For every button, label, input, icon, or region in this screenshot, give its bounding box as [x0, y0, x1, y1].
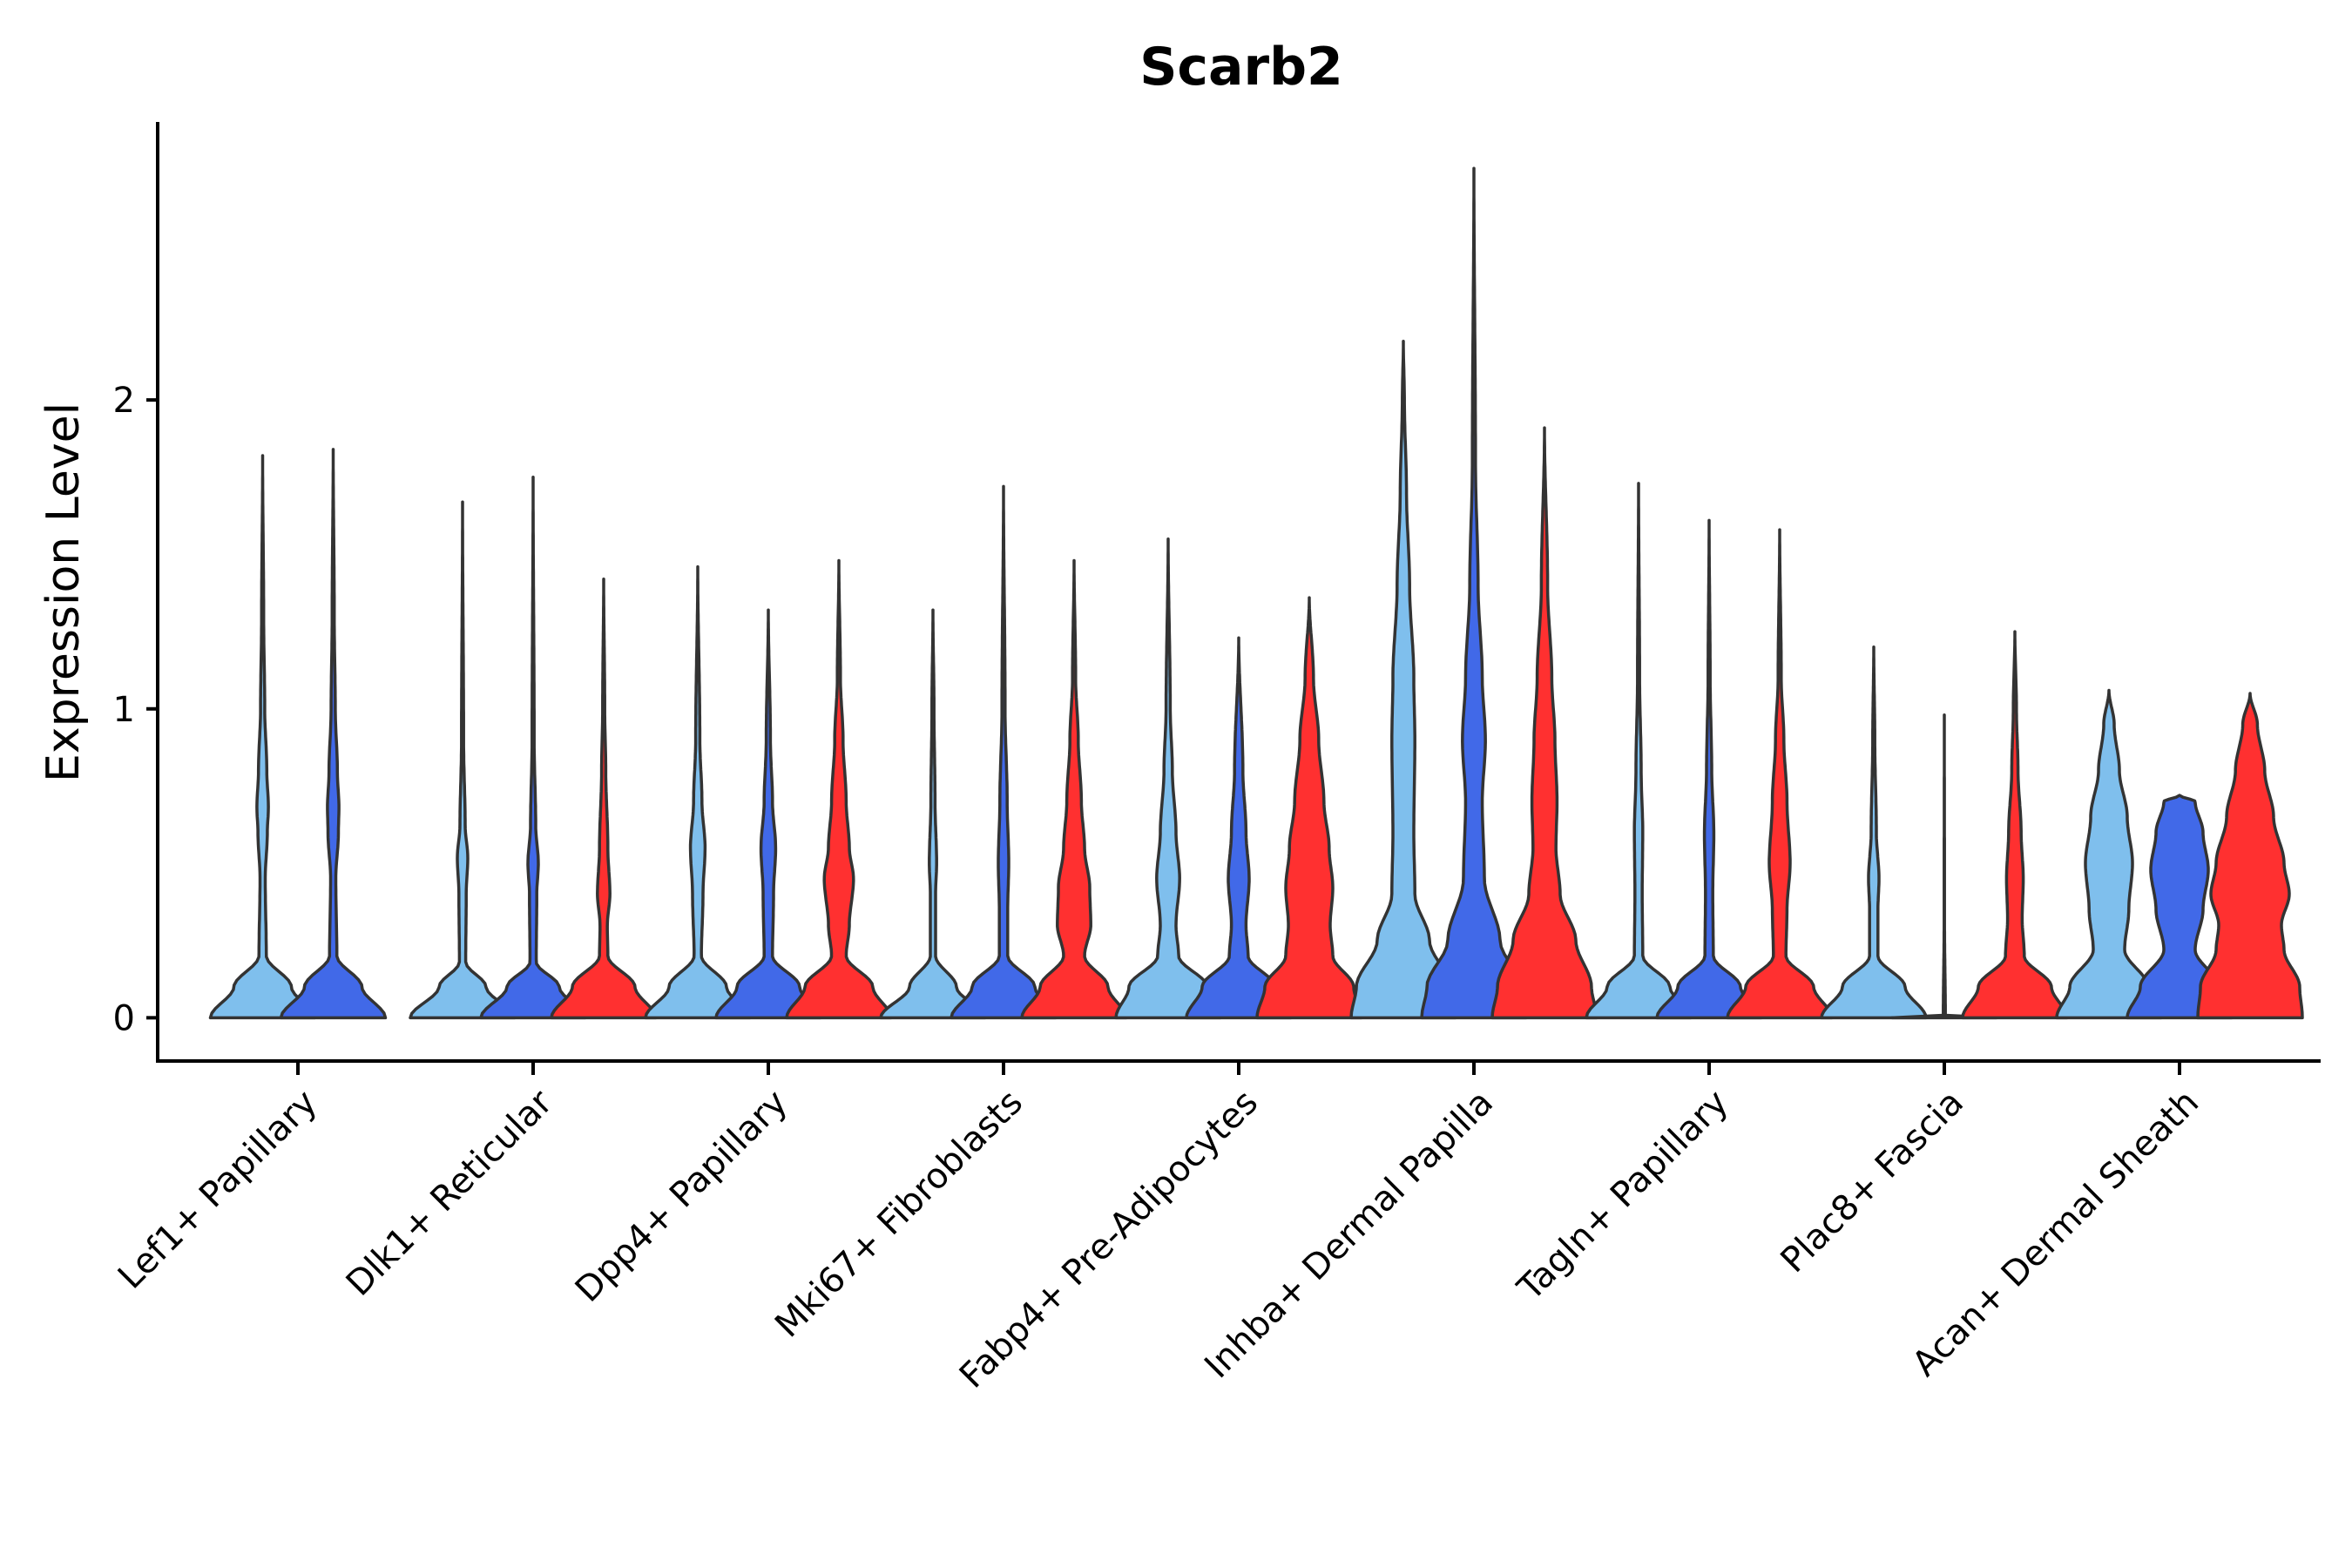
y-tick-label: 2 — [113, 381, 135, 421]
violin-layer — [208, 166, 2304, 1020]
x-tick-label: Dpp4+ Papillary — [568, 1083, 795, 1310]
violin-7-0 — [1820, 645, 1928, 1020]
y-tick-label: 0 — [113, 998, 135, 1038]
violin-5-2 — [1490, 426, 1598, 1020]
violin-4-1 — [1185, 636, 1293, 1020]
violin-3-1 — [950, 484, 1058, 1020]
y-axis-label: Expression Level — [37, 402, 90, 782]
violin-0-1 — [279, 448, 388, 1020]
violin-2-1 — [714, 608, 822, 1020]
violin-2-0 — [644, 564, 752, 1020]
x-tick-label: Tagln+ Papillary — [1510, 1083, 1736, 1309]
y-tick-label: 1 — [113, 690, 135, 730]
violin-2-2 — [785, 558, 893, 1020]
violin-1-1 — [479, 476, 587, 1020]
x-tick-label: Mki67+ Fibroblasts — [767, 1083, 1031, 1346]
violin-4-2 — [1255, 596, 1363, 1020]
violin-4-0 — [1114, 537, 1222, 1020]
violin-1-2 — [550, 578, 658, 1020]
x-tick-label: Lef1+ Papillary — [111, 1083, 325, 1297]
x-tick-label: Plac8+ Fascia — [1774, 1083, 1972, 1281]
violin-3-2 — [1020, 558, 1128, 1020]
violin-0-0 — [208, 454, 317, 1020]
chart-title: Scarb2 — [1139, 37, 1343, 98]
violin-7-2 — [1961, 630, 2069, 1020]
x-ticks: Lef1+ Papillary Dlk1+ Reticular Dpp4+ Papi… — [111, 1063, 2207, 1396]
x-tick-label: Dlk1+ Reticular — [339, 1082, 561, 1304]
violin-8-1 — [2126, 794, 2234, 1020]
violin-6-0 — [1585, 482, 1693, 1020]
violin-8-2 — [2196, 692, 2304, 1020]
violin-1-0 — [409, 500, 517, 1020]
violin-7-1 — [1890, 713, 1998, 1020]
y-ticks: 0 1 2 — [113, 381, 158, 1038]
axes — [156, 122, 2321, 1063]
violin-5-0 — [1349, 340, 1457, 1020]
violin-6-1 — [1655, 518, 1763, 1020]
violin-3-0 — [879, 608, 987, 1020]
violin-6-2 — [1726, 528, 1834, 1020]
violin-5-1 — [1420, 166, 1528, 1020]
violin-8-0 — [2055, 688, 2163, 1020]
